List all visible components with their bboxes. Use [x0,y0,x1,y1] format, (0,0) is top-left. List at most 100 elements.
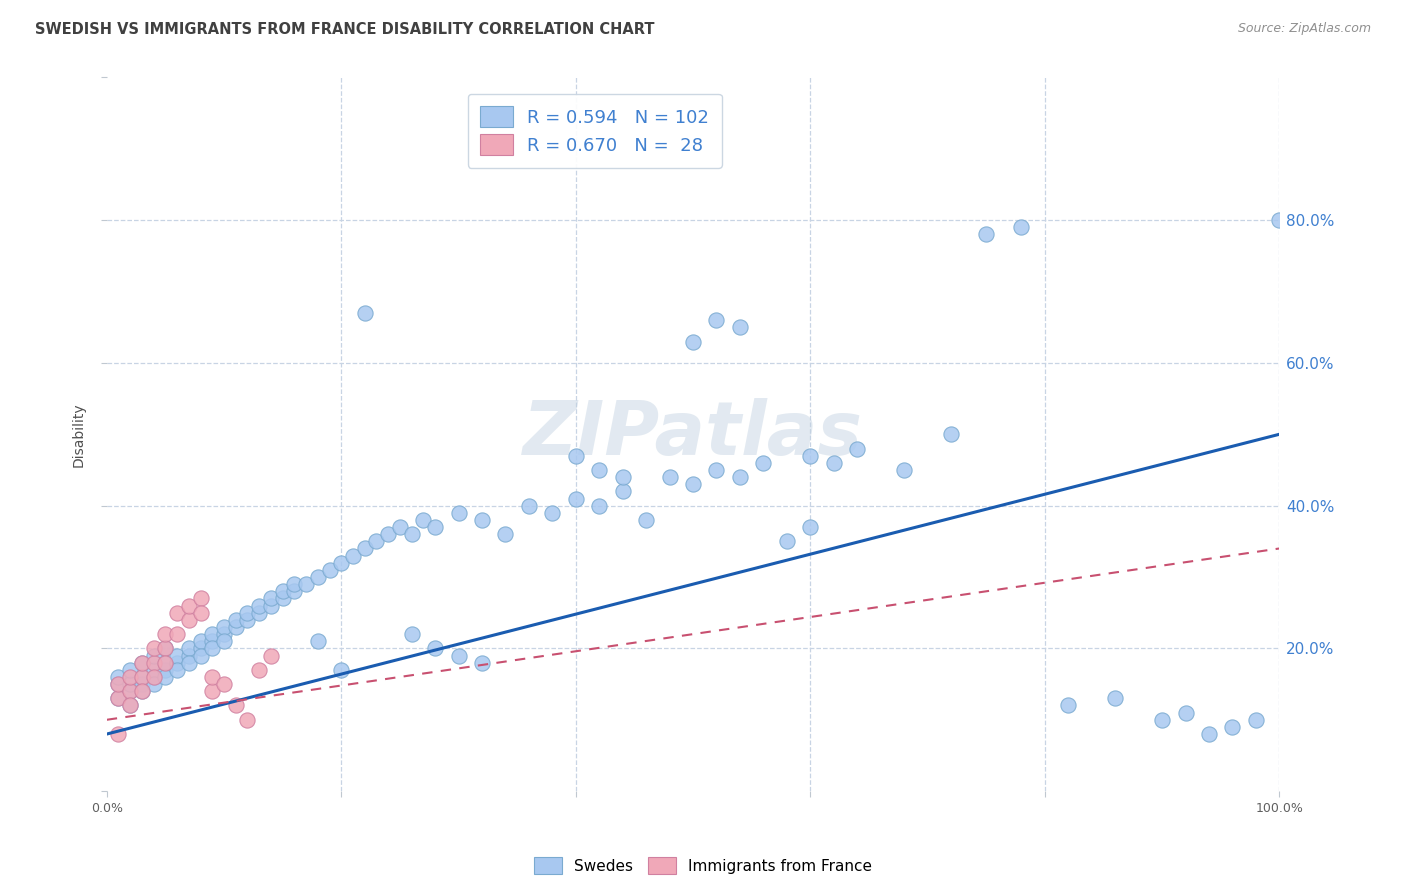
Y-axis label: Disability: Disability [72,402,86,467]
Point [212,634,235,648]
Point [120,663,142,677]
Point [166,656,188,670]
Point [120,677,142,691]
Point [588,463,610,477]
Point [260,599,283,613]
Point [201,641,224,656]
Point [155,641,177,656]
Point [212,677,235,691]
Point [201,670,224,684]
Point [541,506,564,520]
Point [225,620,247,634]
Point [706,463,728,477]
Point [494,527,516,541]
Point [377,527,399,541]
Point [166,627,188,641]
Point [166,663,188,677]
Point [190,591,212,606]
Point [330,663,353,677]
Point [177,613,200,627]
Legend: Swedes, Immigrants from France: Swedes, Immigrants from France [529,851,877,880]
Point [190,634,212,648]
Point [201,684,224,698]
Point [307,634,329,648]
Point [271,591,294,606]
Point [247,606,270,620]
Point [131,684,153,698]
Point [823,456,845,470]
Point [1104,691,1126,706]
Point [155,656,177,670]
Point [201,627,224,641]
Point [166,648,188,663]
Point [236,713,259,727]
Point [588,499,610,513]
Point [412,513,434,527]
Point [307,570,329,584]
Point [131,684,153,698]
Point [728,320,751,334]
Point [799,520,821,534]
Point [682,334,704,349]
Point [177,599,200,613]
Point [1057,698,1080,713]
Point [728,470,751,484]
Point [423,520,446,534]
Point [471,513,494,527]
Text: Source: ZipAtlas.com: Source: ZipAtlas.com [1237,22,1371,36]
Point [447,506,470,520]
Point [190,648,212,663]
Point [342,549,364,563]
Point [353,541,375,556]
Point [142,677,165,691]
Point [247,663,270,677]
Point [107,677,129,691]
Point [752,456,775,470]
Point [177,656,200,670]
Point [236,606,259,620]
Point [706,313,728,327]
Point [846,442,869,456]
Point [142,663,165,677]
Point [131,677,153,691]
Point [612,484,634,499]
Point [142,656,165,670]
Point [353,306,375,320]
Point [271,584,294,599]
Point [939,427,962,442]
Point [799,449,821,463]
Point [201,634,224,648]
Point [155,670,177,684]
Point [1152,713,1174,727]
Point [120,684,142,698]
Point [155,627,177,641]
Point [295,577,318,591]
Point [401,527,423,541]
Point [120,698,142,713]
Point [893,463,915,477]
Point [131,656,153,670]
Point [142,641,165,656]
Point [107,670,129,684]
Point [107,677,129,691]
Point [260,648,283,663]
Point [190,641,212,656]
Point [190,606,212,620]
Point [1010,220,1032,235]
Point [166,606,188,620]
Point [330,556,353,570]
Point [260,591,283,606]
Point [177,641,200,656]
Text: SWEDISH VS IMMIGRANTS FROM FRANCE DISABILITY CORRELATION CHART: SWEDISH VS IMMIGRANTS FROM FRANCE DISABI… [35,22,655,37]
Point [1174,706,1197,720]
Point [107,691,129,706]
Point [776,534,799,549]
Point [388,520,411,534]
Point [225,613,247,627]
Point [107,727,129,741]
Point [107,691,129,706]
Point [212,627,235,641]
Point [565,449,588,463]
Point [225,698,247,713]
Point [682,477,704,491]
